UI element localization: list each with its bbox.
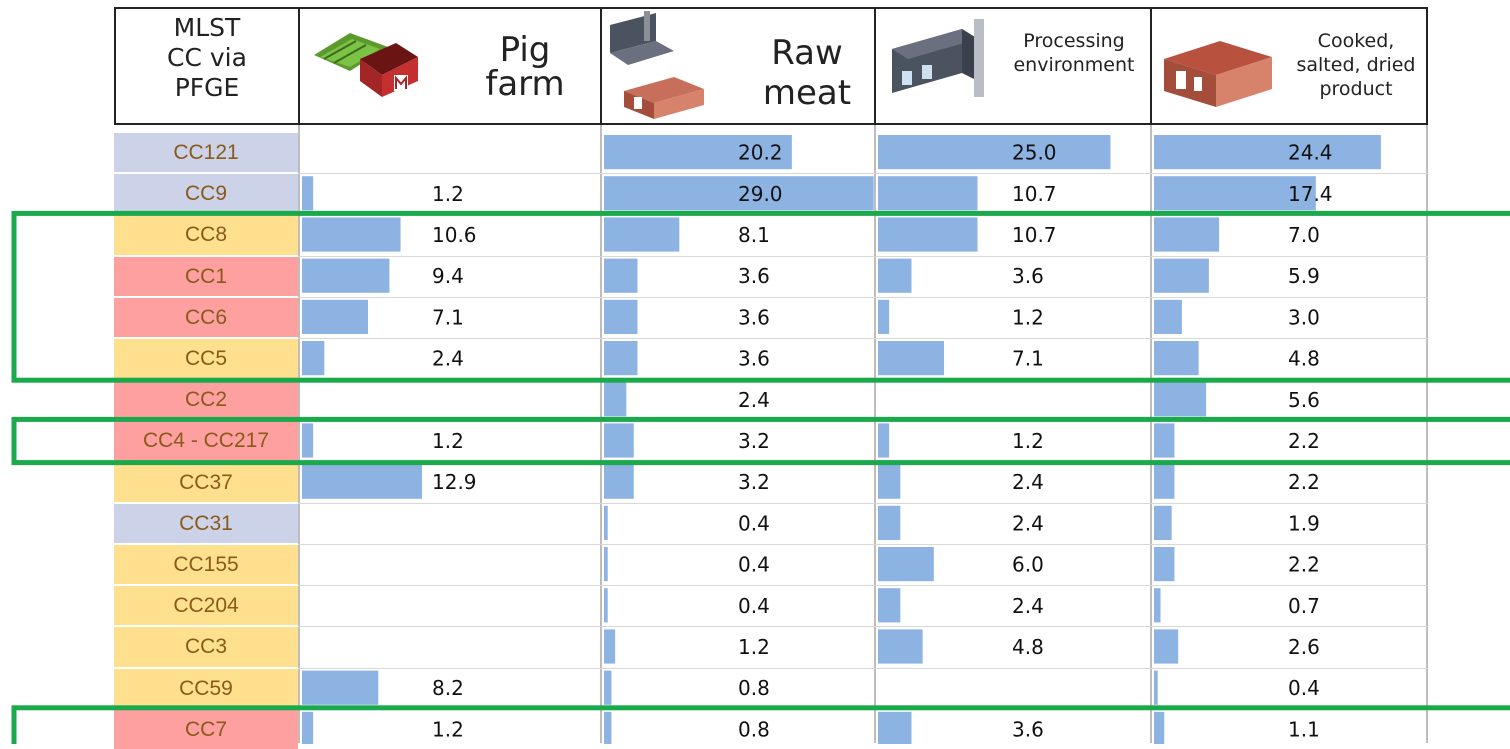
header-processing-line-2: environment	[1013, 54, 1135, 76]
row-label: CC155	[114, 545, 298, 585]
row-divider	[298, 173, 1428, 175]
header-pig-farm-line-1: Pig	[499, 30, 551, 70]
row-divider	[298, 296, 1428, 298]
column-divider	[600, 125, 602, 743]
row-divider	[298, 544, 1428, 545]
header-pig-farm-line-2: farm	[485, 64, 565, 104]
row-label: CC2	[114, 380, 298, 420]
row-divider	[298, 255, 1428, 257]
column-divider	[1426, 125, 1428, 743]
header-raw-meat-line-1: Raw	[771, 33, 843, 73]
factory-and-abattoir-icon	[610, 11, 704, 119]
row-divider	[298, 338, 1428, 339]
row-label: CC31	[114, 503, 298, 543]
row-label: CC204	[114, 586, 298, 626]
row-divider	[298, 667, 1428, 669]
row-label: CC9	[114, 174, 298, 214]
row-label: CC3	[114, 627, 298, 667]
processing-plant-icon	[1164, 41, 1272, 107]
row-label: CC37	[114, 462, 298, 502]
farm-barn-icon	[314, 33, 418, 97]
header-pig-farm-cell: Pig farm	[298, 7, 602, 125]
row-label: CC1	[114, 256, 298, 296]
row-label: CC6	[114, 297, 298, 337]
row-label: CC7	[114, 709, 298, 749]
column-divider	[1150, 125, 1152, 743]
header-mlst-line-1: MLST	[173, 13, 241, 42]
header-raw-meat-cell: Raw meat	[600, 7, 876, 125]
row-label: CC5	[114, 339, 298, 379]
header-mlst-line-2: CC via	[167, 43, 247, 72]
header-product-cell: Cooked, salted, dried product	[1150, 7, 1428, 125]
header-processing-line-1: Processing	[1023, 30, 1125, 52]
row-divider	[298, 708, 1428, 710]
row-label: CC59	[114, 668, 298, 708]
row-divider	[298, 626, 1428, 628]
row-label: CC8	[114, 215, 298, 255]
row-label: CC4 - CC217	[114, 421, 298, 461]
header-processing-cell: Processing environment	[874, 7, 1152, 125]
header-product-line-1: Cooked,	[1317, 30, 1395, 52]
row-divider	[298, 585, 1428, 587]
row-divider	[298, 420, 1428, 422]
header-product-line-3: product	[1319, 78, 1393, 100]
cc-distribution-table: MLST CC via PFGE Pig farm	[114, 7, 1428, 749]
row-label: CC121	[114, 133, 298, 173]
header-raw-meat-line-2: meat	[762, 73, 852, 113]
row-divider	[298, 214, 1428, 216]
header-product-line-2: salted, dried	[1296, 54, 1416, 76]
factory-icon	[892, 19, 984, 97]
header-mlst-line-3: PFGE	[174, 73, 240, 102]
column-divider	[874, 125, 876, 743]
column-divider	[298, 125, 300, 743]
row-divider	[298, 502, 1428, 504]
row-divider	[298, 379, 1428, 381]
row-divider	[298, 461, 1428, 463]
header-mlst-cell: MLST CC via PFGE	[114, 7, 300, 125]
